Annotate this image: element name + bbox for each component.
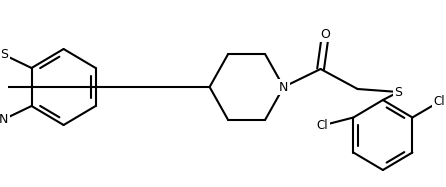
Text: N: N [279, 80, 288, 94]
Text: Cl: Cl [316, 119, 328, 132]
Text: O: O [321, 27, 330, 41]
Text: N: N [0, 113, 8, 126]
Text: Cl: Cl [434, 95, 446, 108]
Text: S: S [0, 48, 8, 61]
Text: S: S [394, 85, 402, 99]
